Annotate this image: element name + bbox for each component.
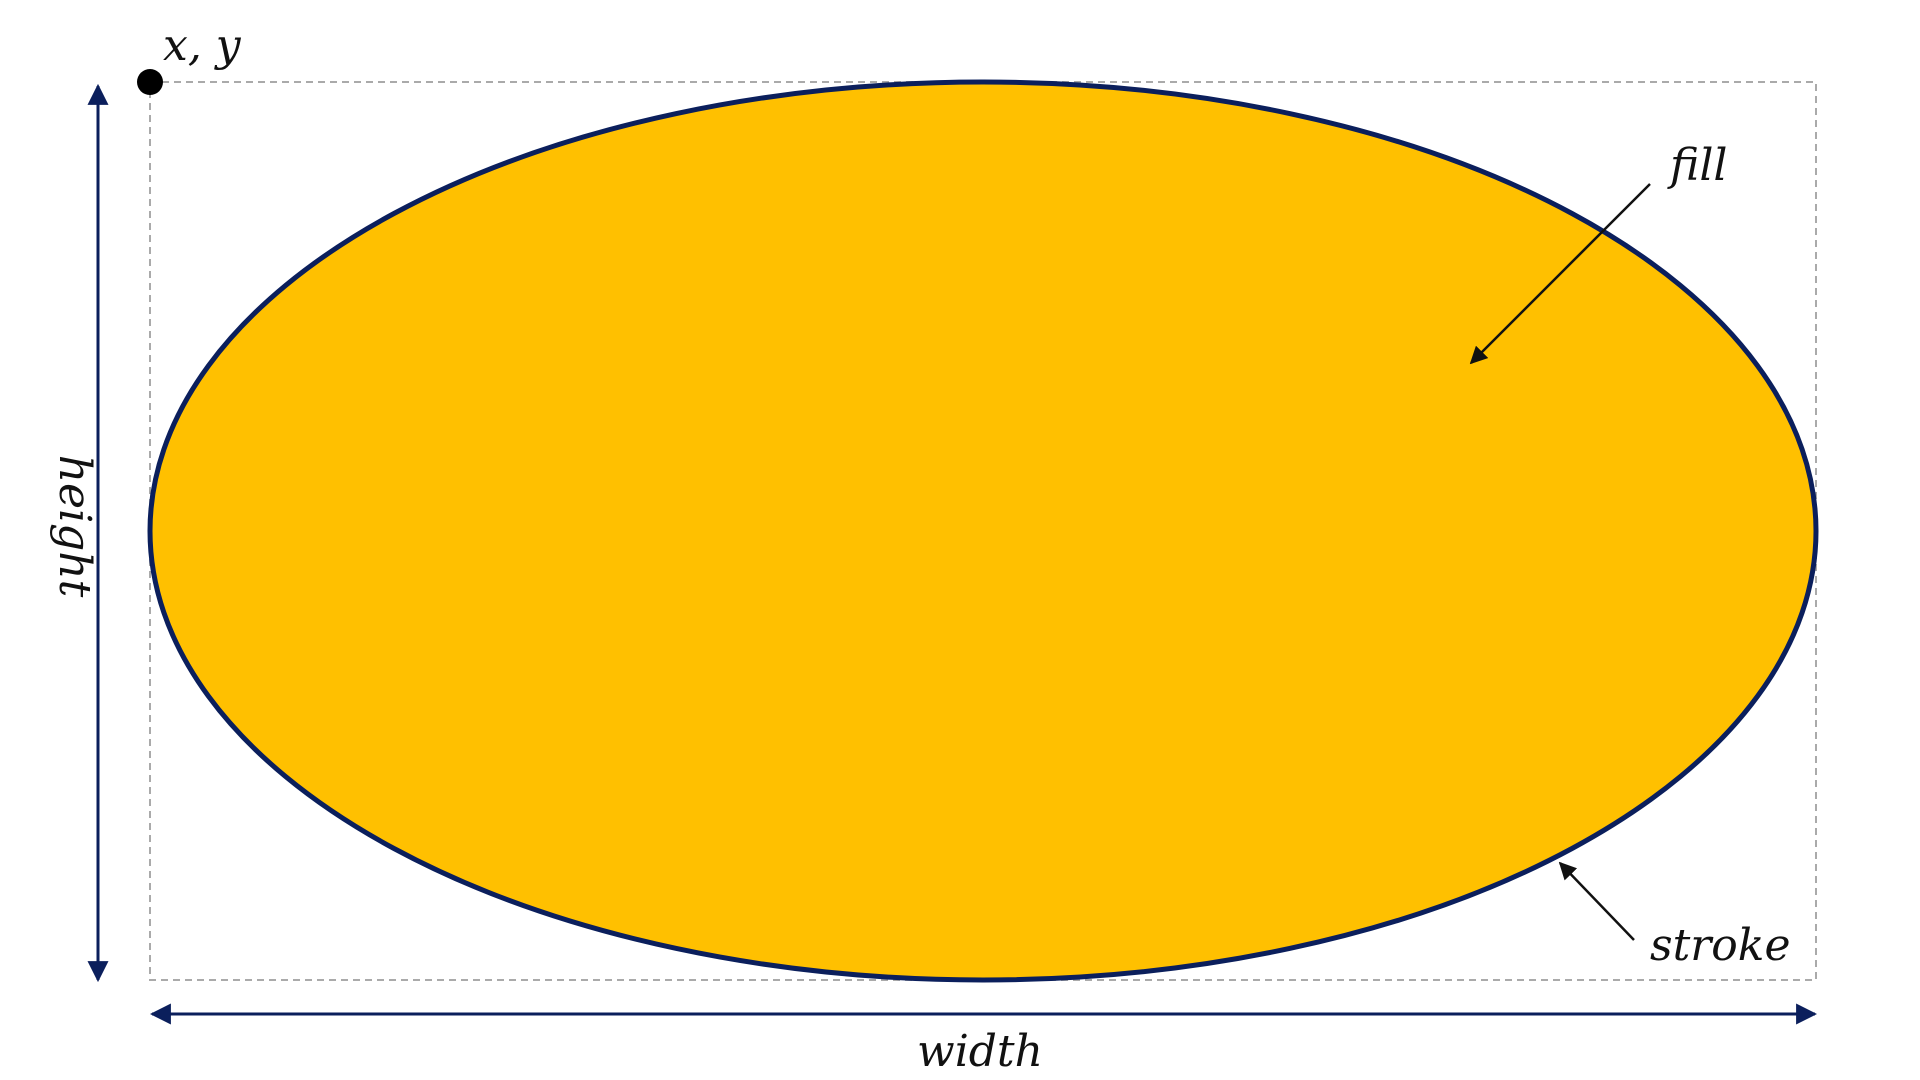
width-label: width bbox=[917, 1026, 1043, 1077]
origin-dot-icon bbox=[137, 69, 163, 95]
ellipse-shape bbox=[147, 79, 1819, 983]
stroke-label: stroke bbox=[1650, 920, 1791, 971]
origin-label: x, y bbox=[163, 20, 242, 71]
height-label: height bbox=[49, 455, 100, 598]
stroke-callout-arrow bbox=[1558, 861, 1635, 941]
fill-callout-arrow bbox=[1469, 183, 1651, 365]
fill-label: fill bbox=[1667, 140, 1728, 191]
